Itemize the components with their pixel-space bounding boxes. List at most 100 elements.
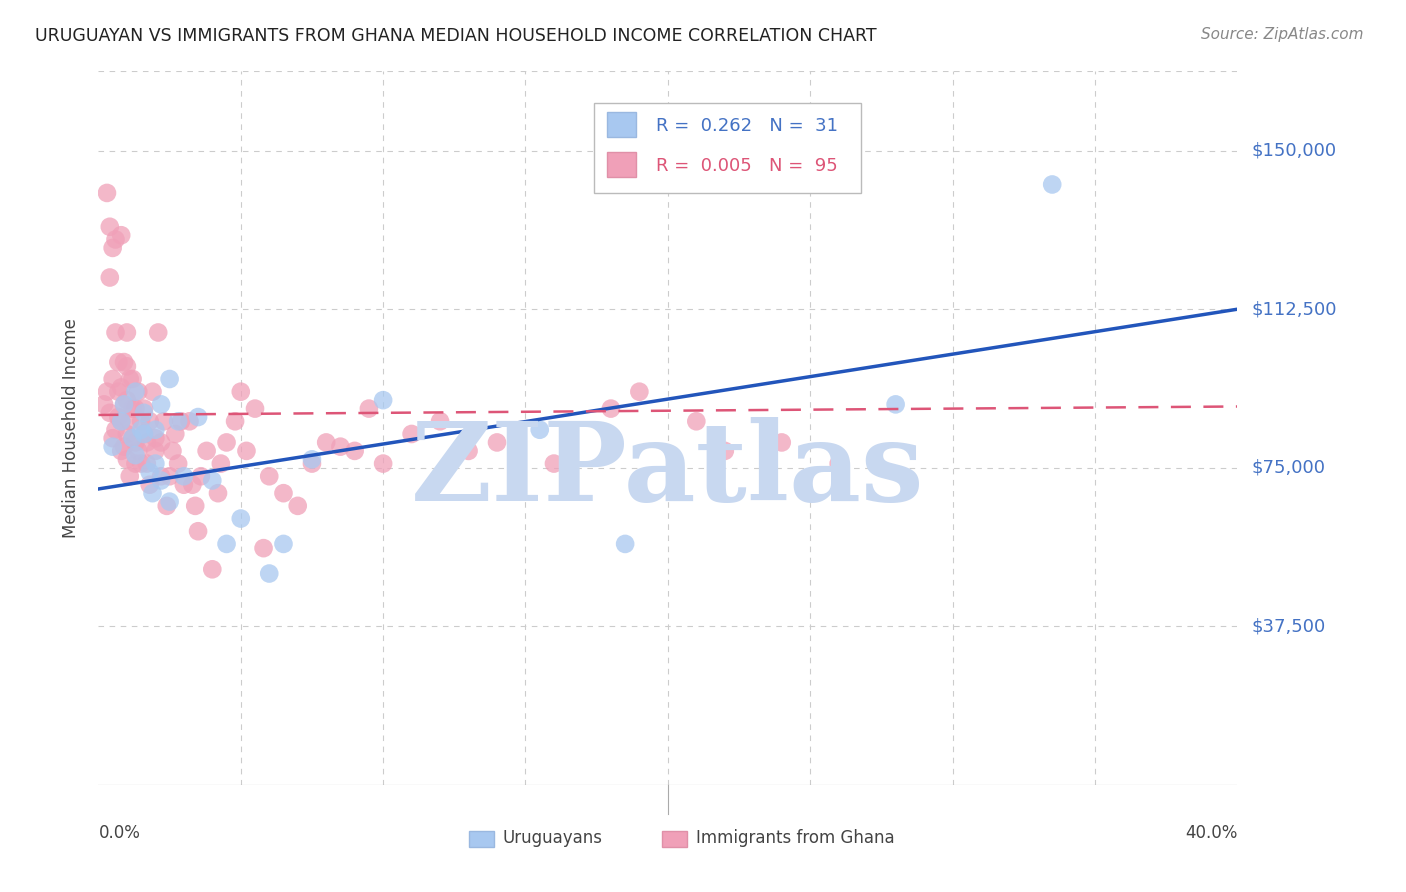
Point: [329, 440, 352, 454]
Point: [401, 427, 423, 442]
Point: [600, 401, 623, 416]
Point: [96, 384, 118, 399]
Point: [145, 443, 167, 458]
Point: [273, 486, 295, 500]
Point: [112, 397, 135, 411]
Point: [135, 435, 157, 450]
Point: [129, 414, 152, 428]
Point: [132, 401, 155, 416]
Point: [115, 452, 138, 467]
Point: [124, 384, 146, 399]
Point: [115, 326, 138, 340]
Point: [486, 435, 509, 450]
Point: [209, 457, 232, 471]
Point: [301, 457, 323, 471]
Text: 40.0%: 40.0%: [1185, 824, 1237, 842]
Point: [98, 270, 121, 285]
Point: [127, 443, 149, 458]
Point: [165, 427, 187, 442]
Point: [129, 457, 152, 471]
Point: [107, 355, 129, 369]
Point: [215, 537, 238, 551]
Point: [229, 511, 252, 525]
Point: [145, 423, 167, 437]
Point: [115, 359, 138, 374]
Text: $150,000: $150,000: [1251, 142, 1336, 160]
Point: [714, 443, 737, 458]
Point: [124, 401, 146, 416]
Point: [156, 499, 179, 513]
Point: [150, 474, 173, 488]
Point: [150, 397, 173, 411]
Point: [115, 427, 138, 442]
Point: [98, 406, 121, 420]
Point: [112, 355, 135, 369]
Point: [121, 401, 143, 416]
Point: [132, 427, 155, 442]
Point: [357, 401, 380, 416]
Point: [159, 372, 181, 386]
Point: [429, 414, 451, 428]
Point: [179, 414, 201, 428]
Point: [170, 414, 193, 428]
Text: $37,500: $37,500: [1251, 617, 1326, 635]
Point: [628, 384, 651, 399]
Point: [190, 469, 212, 483]
Point: [121, 372, 143, 386]
Point: [273, 537, 295, 551]
Point: [543, 457, 565, 471]
Point: [101, 440, 124, 454]
Point: [118, 414, 141, 428]
FancyBboxPatch shape: [607, 152, 636, 177]
Point: [121, 431, 143, 445]
Point: [529, 423, 551, 437]
Point: [124, 457, 146, 471]
Text: 0.0%: 0.0%: [98, 824, 141, 842]
Point: [457, 443, 479, 458]
Point: [159, 494, 181, 508]
Point: [167, 414, 190, 428]
Point: [118, 372, 141, 386]
Point: [107, 410, 129, 425]
Point: [101, 431, 124, 445]
Point: [181, 477, 204, 491]
Text: R =  0.262   N =  31: R = 0.262 N = 31: [657, 118, 838, 136]
Point: [101, 372, 124, 386]
Point: [98, 219, 121, 234]
Point: [224, 414, 246, 428]
Text: URUGUAYAN VS IMMIGRANTS FROM GHANA MEDIAN HOUSEHOLD INCOME CORRELATION CHART: URUGUAYAN VS IMMIGRANTS FROM GHANA MEDIA…: [35, 27, 877, 45]
Text: Immigrants from Ghana: Immigrants from Ghana: [696, 830, 896, 847]
Point: [828, 457, 851, 471]
Point: [112, 440, 135, 454]
Point: [195, 443, 218, 458]
FancyBboxPatch shape: [607, 112, 636, 137]
FancyBboxPatch shape: [593, 103, 862, 193]
Point: [138, 414, 160, 428]
Point: [110, 443, 132, 458]
Point: [229, 384, 252, 399]
Point: [96, 186, 118, 200]
Text: Source: ZipAtlas.com: Source: ZipAtlas.com: [1201, 27, 1364, 42]
Point: [104, 326, 127, 340]
Point: [343, 443, 366, 458]
Point: [132, 406, 155, 420]
Point: [110, 414, 132, 428]
Point: [252, 541, 274, 556]
Point: [118, 469, 141, 483]
Point: [127, 384, 149, 399]
Point: [287, 499, 309, 513]
FancyBboxPatch shape: [468, 831, 494, 847]
Point: [162, 443, 184, 458]
Text: R =  0.005   N =  95: R = 0.005 N = 95: [657, 157, 838, 175]
Point: [207, 486, 229, 500]
Point: [135, 457, 157, 471]
Point: [145, 457, 167, 471]
Point: [124, 448, 146, 462]
Point: [201, 562, 224, 576]
Point: [301, 452, 323, 467]
Y-axis label: Median Household Income: Median Household Income: [62, 318, 80, 538]
Point: [173, 469, 195, 483]
Point: [145, 431, 167, 445]
Point: [173, 477, 195, 491]
Point: [187, 410, 209, 425]
